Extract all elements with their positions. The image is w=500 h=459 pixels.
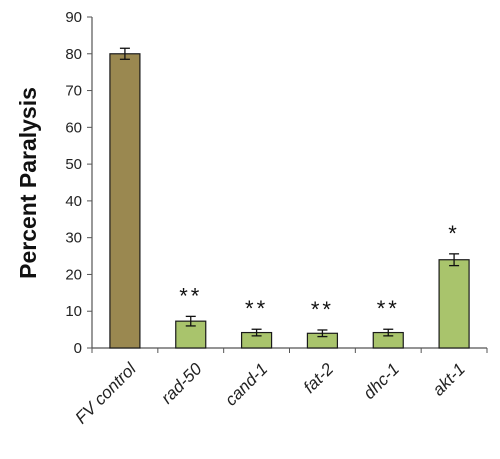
y-tick-label: 60: [65, 119, 82, 136]
y-tick-label: 50: [65, 156, 82, 173]
x-category-label: dhc-1: [360, 359, 404, 403]
y-tick-label: 40: [65, 193, 82, 210]
axes: 0 10 20 30 40 50 60 70 80 90: [65, 9, 488, 357]
bars-group: [109, 47, 470, 349]
error-bar: [185, 315, 196, 327]
y-tick-label: 80: [65, 46, 82, 63]
significance-marker: **: [245, 296, 268, 321]
error-bar: [449, 253, 460, 267]
error-bar: [317, 329, 328, 338]
bar-fv-control: [109, 53, 141, 349]
bar-akt-1: [438, 259, 470, 349]
significance-marker: *: [448, 221, 460, 246]
bar-rad-50: [175, 320, 207, 349]
y-tick-label: 90: [65, 9, 82, 26]
y-tick-label: 20: [65, 266, 82, 283]
x-category-label: akt-1: [429, 359, 469, 399]
x-category-label: cand-1: [221, 359, 271, 409]
significance-marker: **: [179, 283, 202, 308]
x-category-label: rad-50: [157, 359, 206, 408]
significance-marker: **: [377, 296, 400, 321]
error-bar: [119, 47, 130, 60]
x-category-label: fat-2: [300, 359, 338, 397]
error-bar: [251, 328, 262, 337]
y-axis-title: Percent Paralysis: [15, 87, 41, 279]
error-bar: [383, 328, 394, 337]
x-category-label: FV control: [72, 359, 141, 428]
y-tick-label: 70: [65, 83, 82, 100]
significance-marker: **: [311, 297, 334, 322]
y-tick-label: 10: [65, 303, 82, 320]
y-tick-label: 0: [74, 340, 82, 357]
y-tick-label: 30: [65, 230, 82, 247]
